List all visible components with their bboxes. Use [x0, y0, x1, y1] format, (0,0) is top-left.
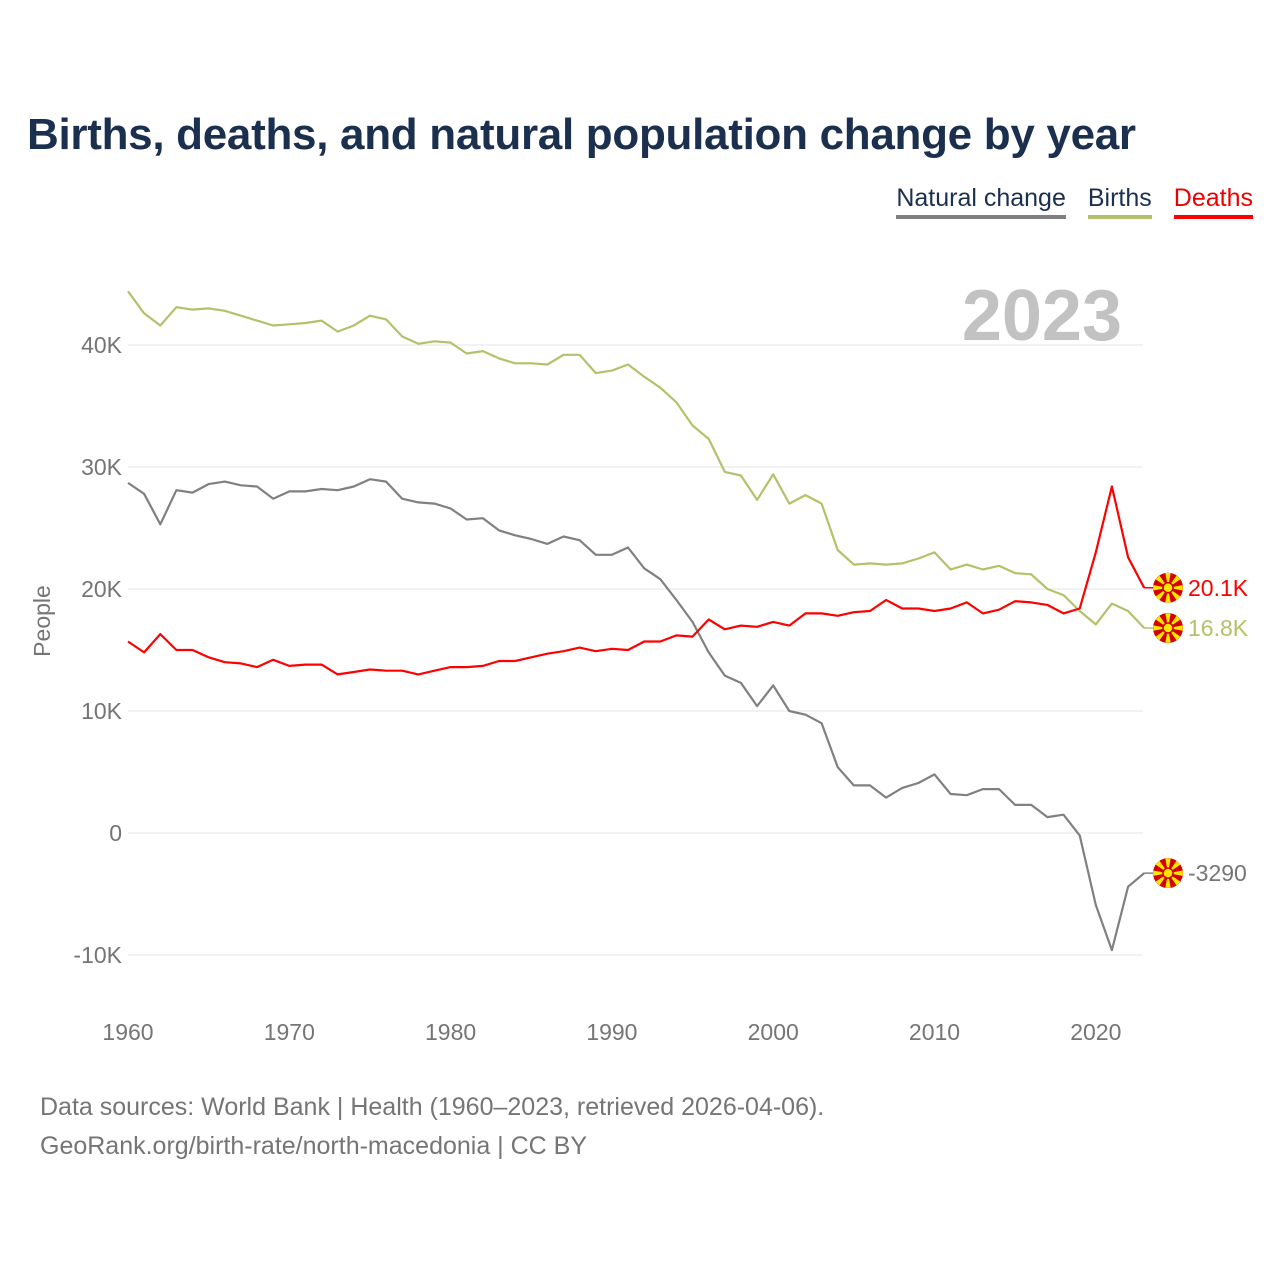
source-text: Data sources: World Bank | Health (1960–…	[40, 1093, 825, 1121]
footer: Data sources: World Bank | Health (1960–…	[40, 1088, 824, 1166]
north-macedonia-flag-icon	[1153, 858, 1183, 889]
end-value-label: -3290	[1188, 860, 1247, 886]
legend-deaths[interactable]: Deaths	[1173, 184, 1253, 219]
x-tick-label: 1990	[586, 1019, 637, 1045]
x-tick-label: 1960	[102, 1019, 153, 1045]
y-tick-label: -10K	[73, 942, 122, 968]
legend-natural-change[interactable]: Natural change	[896, 184, 1066, 219]
y-tick-label: 10K	[81, 698, 123, 724]
legend: Natural change Births Deaths	[896, 184, 1253, 219]
legend-births[interactable]: Births	[1087, 184, 1152, 219]
x-tick-label: 2010	[909, 1019, 960, 1045]
y-tick-label: 40K	[81, 332, 123, 358]
attribution-link[interactable]: GeoRank.org/birth-rate/north-macedonia |…	[40, 1132, 588, 1160]
x-tick-label: 1980	[425, 1019, 476, 1045]
y-tick-label: 30K	[81, 454, 123, 480]
year-watermark: 2023	[962, 276, 1122, 356]
y-tick-label: 20K	[81, 576, 123, 602]
north-macedonia-flag-icon	[1153, 613, 1183, 644]
series-line-natural-change	[127, 478, 1145, 952]
x-tick-label: 2020	[1070, 1019, 1121, 1045]
y-tick-label: 0	[109, 820, 122, 846]
x-tick-label: 1970	[264, 1019, 315, 1045]
end-value-label: 16.8K	[1188, 615, 1249, 641]
end-value-label: 20.1K	[1188, 575, 1249, 601]
x-tick-label: 2000	[748, 1019, 799, 1045]
chart-title: Births, deaths, and natural population c…	[27, 110, 1136, 159]
north-macedonia-flag-icon	[1153, 572, 1183, 603]
y-axis-label: People	[29, 585, 55, 657]
series-line-deaths	[127, 485, 1146, 676]
series-line-births	[127, 290, 1145, 629]
